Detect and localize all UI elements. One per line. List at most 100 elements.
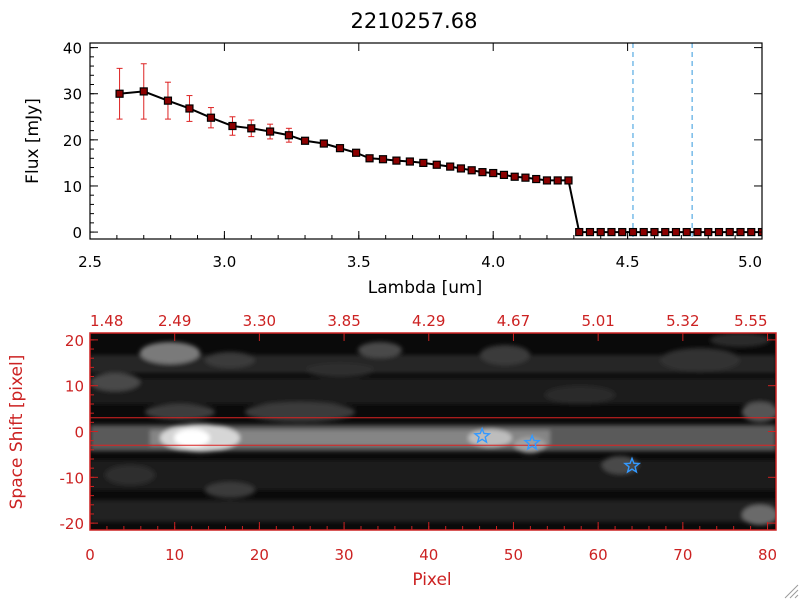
x-axis-ticks: 2.5 3.0 3.5 4.0 4.5 5.0: [78, 43, 763, 271]
data-point: [639, 227, 648, 237]
data-point: [650, 227, 659, 237]
wavelength-axis-ticks: 1.48 2.49 3.30 3.85 4.29 4.67 5.01 5.32 5.55: [89, 312, 769, 341]
data-point: [432, 160, 441, 169]
resize-grip-icon[interactable]: [784, 584, 799, 599]
spectrum-frame: [89, 42, 763, 240]
data-point: [596, 227, 605, 237]
data-point: [521, 173, 530, 182]
data-point: [725, 227, 734, 237]
data-point: [365, 154, 374, 163]
image-texture: [90, 333, 776, 525]
space-shift-tick-label: 10: [65, 378, 84, 396]
data-point: [419, 158, 428, 168]
x-tick-label: 2.5: [78, 253, 102, 271]
spectrum-plot: 2210257.68 2.5 3.0 3.5 4.0 4.5 5.0 010203040 …: [23, 9, 763, 298]
data-point: [489, 168, 498, 178]
y-axis-label: Flux [mJy]: [23, 98, 43, 184]
y-tick-label: 10: [63, 178, 82, 196]
data-point: [265, 127, 275, 136]
wavelength-tick-label: 4.29: [412, 312, 445, 330]
chart-title: 2210257.68: [351, 9, 478, 33]
data-point: [607, 227, 616, 237]
x-tick-label: 5.0: [738, 253, 762, 271]
wavelength-tick-label: 3.85: [327, 312, 360, 330]
pixel-tick-label: 80: [758, 546, 777, 564]
vertical-markers: [632, 43, 693, 239]
extraction-window-lines: [90, 417, 776, 446]
wavelength-tick-label: 5.01: [581, 312, 614, 330]
data-point: [564, 176, 573, 185]
star-marker: [523, 433, 542, 451]
data-point: [378, 155, 388, 164]
data-point: [671, 227, 681, 237]
spectral-image-panel: 0 10 20 30 40 50 60 70 80 1.48 2.49 3.30 3.85 4.29 4.…: [7, 312, 777, 590]
data-point: [747, 227, 756, 237]
data-point: [704, 227, 713, 237]
data-point: [714, 227, 724, 237]
data-point: [228, 121, 237, 131]
data-point: [456, 164, 466, 173]
data-point: [300, 136, 310, 145]
data-point: [139, 87, 148, 96]
space-shift-axis-label: Space Shift [pixel]: [7, 355, 27, 510]
space-shift-tick-label: -10: [60, 469, 85, 487]
y-tick-label: 0: [72, 224, 82, 242]
wavelength-tick-label: 3.30: [243, 312, 276, 330]
wavelength-tick-label: 1.48: [90, 312, 123, 330]
data-point: [115, 89, 124, 98]
pixel-tick-label: 40: [419, 546, 438, 564]
x-axis-label: Lambda [um]: [368, 278, 482, 298]
data-point: [575, 227, 584, 237]
space-shift-tick-label: 0: [74, 424, 84, 442]
pixel-tick-label: 0: [85, 546, 95, 564]
data-point: [335, 144, 345, 153]
x-tick-label: 4.0: [481, 253, 505, 271]
wavelength-tick-label: 2.49: [158, 312, 191, 330]
pixel-tick-label: 50: [504, 546, 523, 564]
y-tick-label: 20: [63, 132, 82, 150]
data-point: [736, 227, 745, 237]
star-marker: [473, 426, 492, 444]
space-shift-tick-label: -20: [60, 515, 85, 533]
data-point: [478, 168, 487, 177]
data-point: [618, 227, 627, 237]
y-tick-label: 40: [63, 40, 82, 58]
star-marker: [623, 456, 642, 474]
data-point: [628, 227, 638, 237]
data-point: [185, 104, 194, 113]
pixel-tick-label: 60: [589, 546, 608, 564]
data-point: [392, 156, 401, 165]
pixel-tick-label: 30: [335, 546, 354, 564]
data-point: [352, 148, 361, 157]
data-point: [405, 157, 414, 166]
data-point: [682, 227, 691, 237]
data-point: [163, 96, 173, 105]
data-point: [542, 176, 552, 185]
spectrum-points: [115, 87, 762, 237]
data-point: [467, 166, 476, 175]
data-point: [446, 162, 455, 171]
data-point: [319, 139, 328, 148]
y-tick-label: 30: [63, 86, 82, 104]
x-tick-label: 4.5: [616, 253, 640, 271]
data-point: [284, 131, 294, 140]
data-point: [532, 174, 541, 184]
pixel-axis-ticks: 0 10 20 30 40 50 60 70 80: [85, 522, 777, 564]
y-axis-ticks: 0 10 20 30 40: [63, 40, 762, 242]
wavelength-tick-label: 5.32: [666, 312, 699, 330]
data-point: [553, 176, 562, 185]
space-shift-axis-ticks: -20 -10 0 10 20: [60, 332, 776, 533]
x-tick-label: 3.0: [212, 253, 236, 271]
data-point: [247, 124, 256, 133]
data-point: [510, 172, 519, 181]
pixel-tick-label: 70: [673, 546, 692, 564]
data-point: [585, 227, 595, 237]
space-shift-tick-label: 20: [65, 332, 84, 350]
data-point: [661, 227, 670, 237]
data-point: [693, 227, 702, 237]
data-point: [499, 170, 509, 179]
pixel-axis-label: Pixel: [412, 570, 451, 590]
data-point: [206, 113, 216, 122]
wavelength-tick-label: 4.67: [497, 312, 530, 330]
